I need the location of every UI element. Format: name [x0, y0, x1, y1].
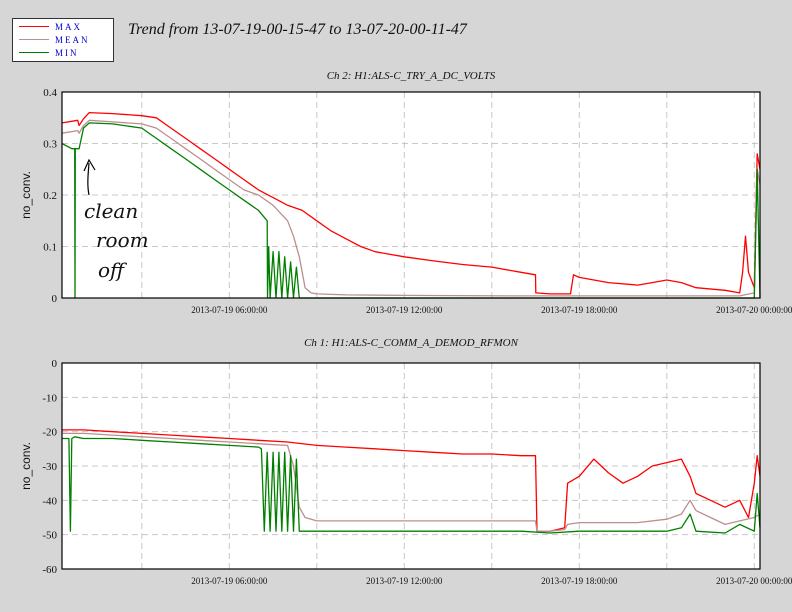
y-axis-label: no_conv.	[19, 171, 33, 219]
y-tick-label: 0	[52, 293, 58, 305]
x-tick-label: 2013-07-19 12:00:00	[366, 305, 443, 315]
chart-1: 0.4 0.3 0.2 0.1 0 2013-07-19 06:00:00 2013-07-…	[19, 70, 792, 315]
x-tick-label: 2013-07-19 06:00:00	[191, 576, 268, 586]
x-tick-label: 2013-07-19 18:00:00	[541, 576, 618, 586]
annotation-text: off	[98, 258, 128, 282]
y-tick-label: -10	[42, 392, 57, 404]
y-tick-label: 0	[52, 358, 58, 370]
legend-item-max: MAX	[13, 21, 113, 33]
plot-frame	[61, 91, 761, 299]
legend: MAX MEAN MIN	[12, 18, 114, 62]
series-line-min	[62, 436, 761, 534]
chart-2: 0 -10 -20 -30 -40 -50 -60 2013-07-19 06:00:00 20…	[19, 337, 792, 586]
y-tick-label: -60	[42, 564, 57, 576]
legend-swatch-min	[19, 52, 49, 53]
legend-label-max: MAX	[55, 22, 83, 32]
x-tick-label: 2013-07-19 18:00:00	[541, 305, 618, 315]
annotation: clean room off	[83, 158, 149, 282]
x-tick-label: 2013-07-20 00:00:00	[716, 576, 792, 586]
chart-title: Ch 2: H1:ALS-C_TRY_A_DC_VOLTS	[327, 70, 496, 82]
series-line-mean	[61, 119, 761, 297]
y-tick-label: -50	[42, 530, 57, 542]
y-tick-label: 0.1	[43, 242, 57, 254]
legend-swatch-max	[19, 26, 49, 27]
y-tick-label: -30	[42, 461, 57, 473]
x-tick-label: 2013-07-20 00:00:00	[716, 305, 792, 315]
legend-swatch-mean	[19, 39, 49, 40]
page-title: Trend from 13-07-19-00-15-47 to 13-07-20…	[128, 21, 467, 38]
y-axis-label: no_conv.	[19, 442, 33, 490]
x-tick-label: 2013-07-19 06:00:00	[191, 305, 268, 315]
chart-title: Ch 1: H1:ALS-C_COMM_A_DEMOD_RFMON	[304, 337, 519, 349]
legend-label-min: MIN	[55, 48, 79, 58]
legend-item-min: MIN	[13, 47, 113, 59]
series-line-min	[61, 122, 761, 299]
up-arrow-icon	[83, 158, 96, 196]
x-tick-label: 2013-07-19 12:00:00	[366, 576, 443, 586]
y-tick-label: 0.4	[43, 87, 57, 99]
y-tick-label: -40	[42, 495, 57, 507]
plot-frame	[61, 362, 761, 570]
y-tick-label: 0.3	[43, 139, 57, 151]
legend-item-mean: MEAN	[13, 34, 113, 46]
y-tick-label: -20	[42, 427, 57, 439]
legend-label-mean: MEAN	[55, 35, 90, 45]
series-line-mean	[62, 432, 761, 532]
annotation-text: clean	[84, 199, 138, 223]
annotation-text: room	[96, 228, 149, 252]
y-tick-label: 0.2	[43, 190, 57, 202]
series-line-max	[61, 111, 761, 295]
